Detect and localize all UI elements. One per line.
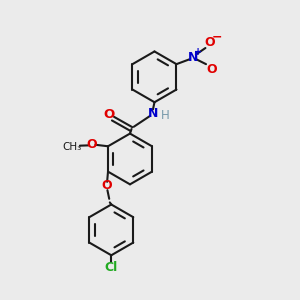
Text: −: − <box>212 30 223 43</box>
Text: N: N <box>188 51 198 64</box>
Text: O: O <box>101 179 112 193</box>
Text: O: O <box>204 36 214 49</box>
Text: CH₃: CH₃ <box>63 142 82 152</box>
Text: H: H <box>161 110 170 122</box>
Text: +: + <box>194 47 202 57</box>
Text: O: O <box>206 63 217 76</box>
Text: N: N <box>148 107 158 120</box>
Text: O: O <box>103 108 114 121</box>
Text: O: O <box>87 138 97 151</box>
Text: Cl: Cl <box>105 261 118 274</box>
